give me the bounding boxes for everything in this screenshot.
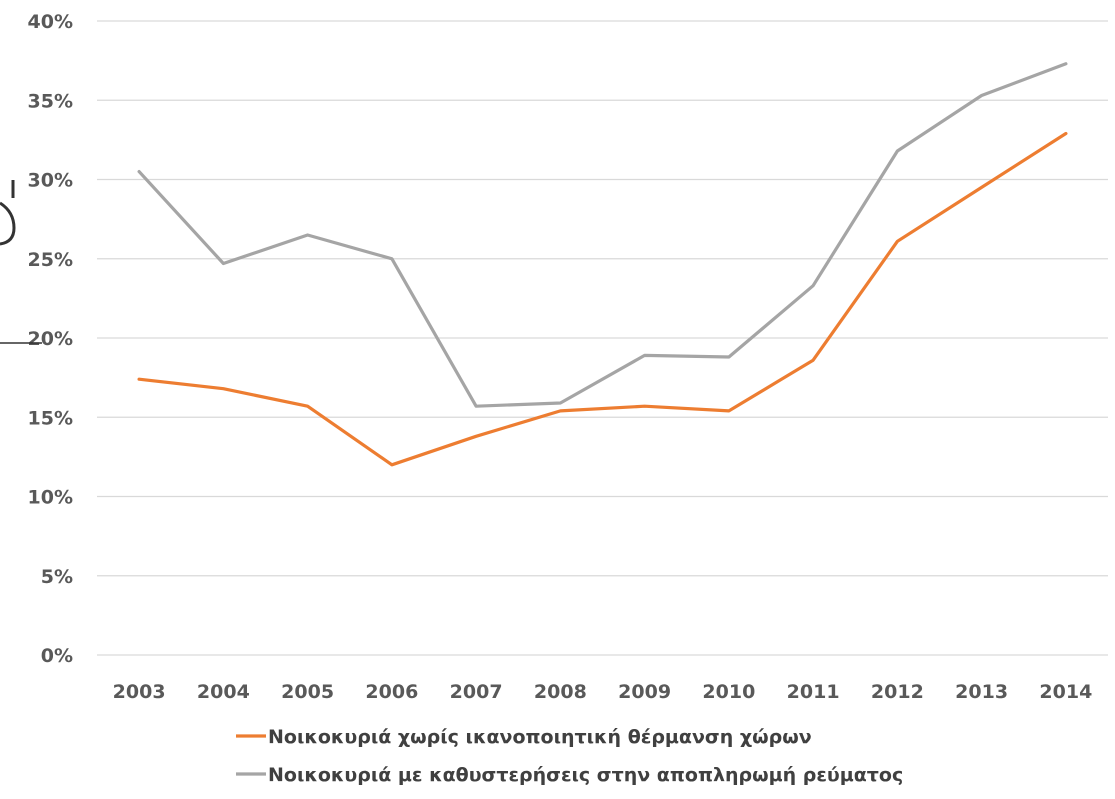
x-tick-label: 2006	[365, 681, 418, 703]
x-tick-label: 2011	[787, 681, 840, 703]
legend: Νοικοκυριά χωρίς ικανοποιητική θέρμανση …	[236, 726, 903, 786]
y-tick-label: 25%	[28, 249, 73, 271]
y-tick-label: 35%	[28, 90, 73, 112]
legend-label-2: Νοικοκυριά με καθυστερήσεις στην αποπληρ…	[268, 764, 903, 786]
x-tick-label: 2010	[702, 681, 755, 703]
x-tick-label: 2003	[113, 681, 166, 703]
x-tick-label: 2004	[197, 681, 250, 703]
x-axis-ticks: 2003 2004 2005 2006 2007 2008 2009 2010 2011 2012…	[113, 681, 1093, 703]
series-line-2	[137, 62, 1068, 408]
x-tick-label: 2013	[955, 681, 1008, 703]
legend-label-1: Νοικοκυριά χωρίς ικανοποιητική θέρμανση …	[268, 726, 812, 748]
y-tick-label: 40%	[28, 11, 73, 33]
y-tick-label: 15%	[28, 407, 73, 429]
y-tick-label: 5%	[41, 566, 73, 588]
x-tick-label: 2014	[1039, 681, 1092, 703]
gridlines	[97, 20, 1108, 656]
y-tick-label: 10%	[28, 487, 73, 509]
series-lines	[137, 62, 1068, 467]
y-tick-label: 30%	[28, 170, 73, 192]
y-tick-label: 20%	[28, 328, 73, 350]
y-axis-ticks: 0% 5% 10% 15% 20% 25% 30% 35% 40%	[28, 11, 73, 667]
series-line-1	[137, 131, 1068, 467]
y-tick-label: 0%	[41, 645, 73, 667]
x-tick-label: 2008	[534, 681, 587, 703]
left-edge-artifact	[0, 180, 42, 344]
x-tick-label: 2009	[618, 681, 671, 703]
x-tick-label: 2012	[871, 681, 924, 703]
x-tick-label: 2007	[450, 681, 503, 703]
x-tick-label: 2005	[281, 681, 334, 703]
